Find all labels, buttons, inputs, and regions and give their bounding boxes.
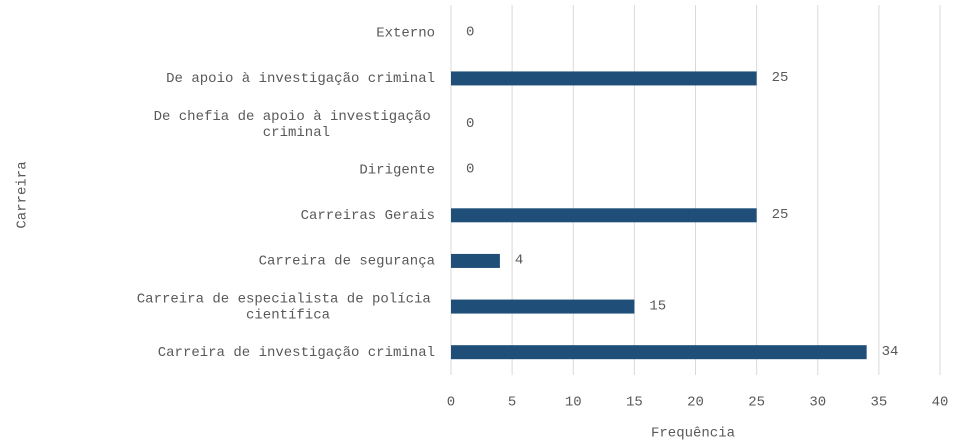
x-tick-label: 25	[748, 395, 765, 411]
y-tick-label: Carreira de especialista de polícia cien…	[137, 291, 439, 323]
x-tick-label: 30	[809, 395, 826, 411]
y-tick-label: Carreira de investigação criminal	[158, 345, 435, 361]
y-tick-label: Carreira de segurança	[259, 254, 435, 270]
y-tick-label: De apoio à investigação criminal	[166, 71, 435, 87]
bar	[451, 208, 757, 223]
y-tick-label: De chefia de apoio à investigação crimin…	[154, 109, 440, 141]
x-tick-label: 5	[508, 395, 516, 411]
x-tick-label: 35	[870, 395, 887, 411]
data-label: 0	[466, 161, 474, 177]
bar	[451, 71, 757, 86]
data-label: 15	[649, 298, 666, 314]
x-tick-label: 20	[687, 395, 704, 411]
bar	[451, 299, 635, 314]
x-tick-label: 0	[447, 395, 455, 411]
x-axis-title: Frequência	[651, 426, 735, 442]
y-tick-label: Externo	[376, 26, 435, 42]
data-label: 0	[466, 25, 474, 41]
data-label: 34	[882, 344, 899, 360]
data-label: 25	[772, 207, 789, 223]
data-label: 25	[772, 70, 789, 86]
bar	[451, 253, 500, 268]
x-tick-label: 10	[565, 395, 582, 411]
x-tick-label: 15	[626, 395, 643, 411]
y-tick-label: Carreiras Gerais	[301, 208, 435, 224]
bar	[451, 345, 867, 360]
data-label: 0	[466, 116, 474, 132]
x-tick-label: 40	[932, 395, 949, 411]
data-label: 4	[515, 253, 523, 269]
y-axis-title: Carreira	[15, 161, 31, 228]
y-tick-label: Dirigente	[359, 162, 435, 178]
